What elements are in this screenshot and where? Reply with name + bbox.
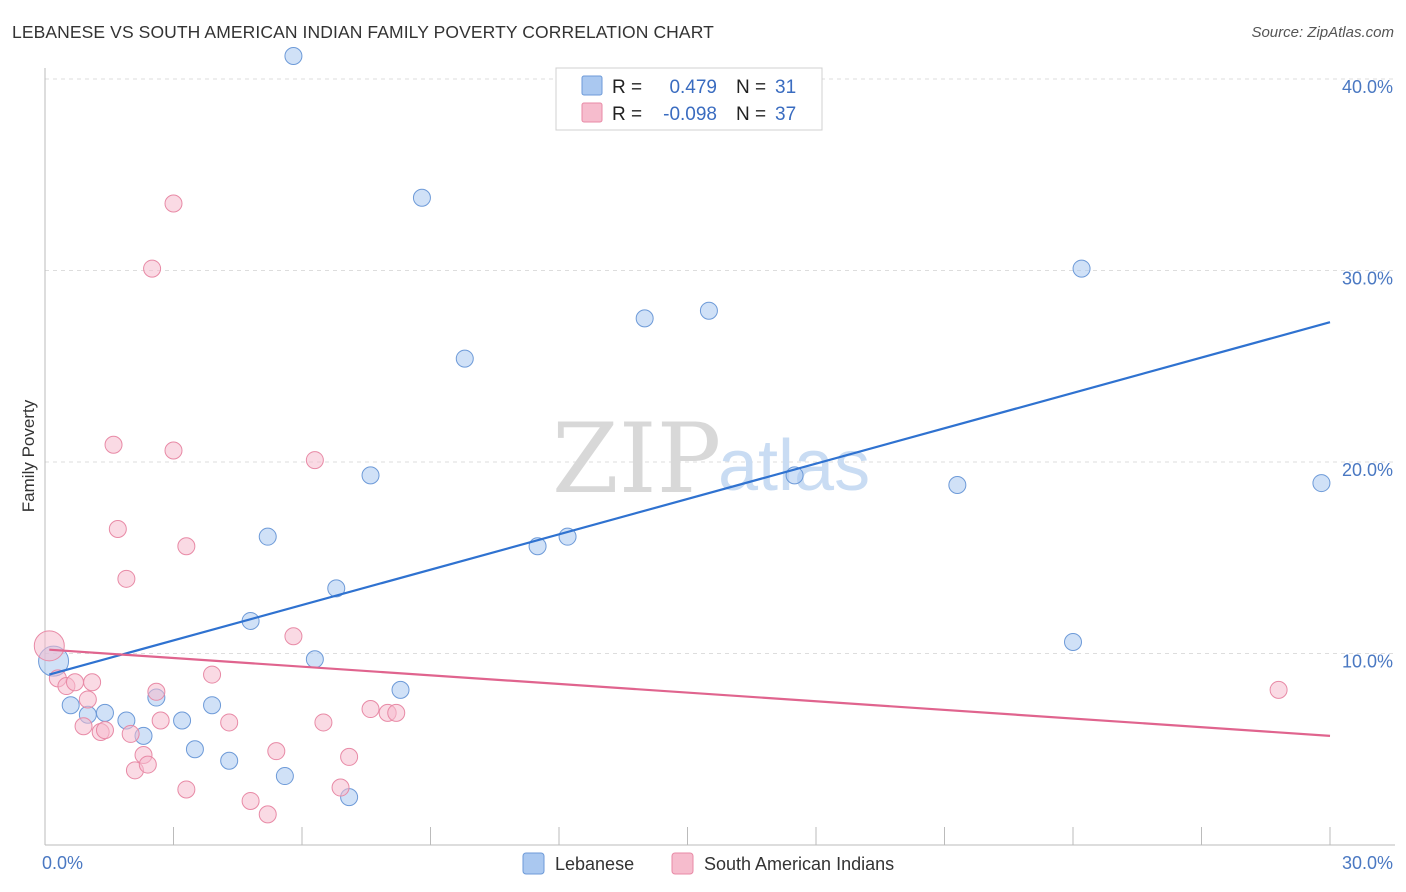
lebanese-point (284, 47, 303, 66)
chart-title: LEBANESE VS SOUTH AMERICAN INDIAN FAMILY… (12, 22, 714, 42)
lebanese-point (455, 349, 474, 368)
lebanese-point (275, 767, 294, 786)
south-american-indians-point (241, 791, 260, 810)
series-legend-swatch-lebanese (522, 852, 545, 875)
x-tick-label: 0.0% (42, 853, 83, 873)
legend-n-value: 31 (775, 77, 796, 98)
south-american-indians-point (164, 441, 183, 460)
source-label: Source: ZipAtlas.com (1251, 24, 1394, 41)
lebanese-point (258, 527, 277, 546)
series-legend-label-lebanese: Lebanese (555, 854, 634, 874)
south-american-indians-point (117, 569, 136, 588)
lebanese-trend-line (48, 321, 1331, 676)
south-american-indians-point (258, 805, 277, 824)
south-american-indians-point (340, 747, 359, 766)
lebanese-point (948, 475, 967, 494)
lebanese-point (699, 301, 718, 320)
y-axis-label: Family Poverty (19, 399, 38, 512)
grid-lines (45, 78, 1395, 654)
legend-r-label: R = (612, 77, 642, 98)
south-american-indians-point (138, 755, 157, 774)
south-american-indians-point (361, 700, 380, 719)
y-tick-label: 10.0% (1342, 652, 1393, 672)
watermark-atlas: atlas (718, 426, 870, 506)
south-american-indians-point (177, 780, 196, 799)
watermark-zip: ZIP (552, 403, 721, 515)
legend-n-label: N = (736, 104, 766, 125)
south-american-indians-point (33, 630, 65, 662)
correlation-legend: R = 0.479 N = 31 R = -0.098 N = 37 (555, 67, 823, 131)
lebanese-point (61, 696, 80, 715)
south-american-indians-point (104, 435, 123, 454)
legend-n-label: N = (736, 77, 766, 98)
south-american-indians-point (143, 259, 162, 278)
lebanese-point (173, 711, 192, 730)
south-american-indians-point (177, 537, 196, 556)
legend-r-value: 0.479 (669, 77, 717, 98)
lebanese-point (361, 466, 380, 485)
south-american-indians-point (147, 682, 166, 701)
south-american-indians-trend-line (49, 648, 1331, 737)
y-tick-label: 30.0% (1342, 269, 1393, 289)
south-american-indians-point (65, 673, 84, 692)
x-tick-labels: 0.0% 30.0% (42, 853, 1393, 873)
legend-swatch-south-american-indians (581, 102, 603, 123)
south-american-indians-point (387, 703, 406, 722)
lebanese-point (412, 188, 431, 207)
south-american-indians-point (314, 713, 333, 732)
south-american-indians-point (151, 711, 170, 730)
south-american-indians-point (83, 673, 102, 692)
lebanese-point (635, 309, 654, 328)
south-american-indians-point (1269, 680, 1288, 699)
south-american-indians-point (284, 627, 303, 646)
y-tick-label: 40.0% (1342, 77, 1393, 97)
lebanese-point (1064, 633, 1082, 652)
lebanese-point (185, 740, 204, 759)
lebanese-point (391, 680, 410, 699)
south-american-indians-point (95, 721, 114, 740)
lebanese-point (1072, 259, 1091, 278)
south-american-indians-point (164, 194, 183, 213)
lebanese-point (305, 650, 324, 669)
series-legend-label-south-american-indians: South American Indians (704, 854, 894, 874)
legend-r-value: -0.098 (663, 104, 717, 125)
y-tick-label: 20.0% (1342, 460, 1393, 480)
legend-r-label: R = (612, 104, 642, 125)
lebanese-point (95, 703, 114, 722)
south-american-indians-point (121, 724, 140, 743)
south-american-indians-point (331, 778, 350, 797)
trend-lines (48, 321, 1331, 737)
south-american-indians-point (267, 742, 286, 761)
lebanese-point (203, 696, 222, 715)
lebanese-point (327, 579, 346, 598)
axes (44, 68, 1395, 846)
south-american-indians-point (74, 717, 93, 736)
south-american-indians-point (220, 713, 239, 732)
south-american-indians-point (305, 451, 324, 470)
series-legend-swatch-south-american-indians (671, 852, 694, 875)
south-american-indians-point (78, 690, 97, 709)
lebanese-point (1312, 474, 1331, 493)
legend-n-value: 37 (775, 104, 796, 125)
lebanese-point (220, 751, 239, 770)
south-american-indians-point (108, 520, 127, 539)
south-american-indians-point (203, 665, 222, 684)
legend-swatch-lebanese (581, 75, 603, 96)
series-legend: Lebanese South American Indians (522, 852, 894, 875)
y-tick-labels: 10.0% 20.0% 30.0% 40.0% (1342, 77, 1393, 672)
x-tick-label: 30.0% (1342, 853, 1393, 873)
